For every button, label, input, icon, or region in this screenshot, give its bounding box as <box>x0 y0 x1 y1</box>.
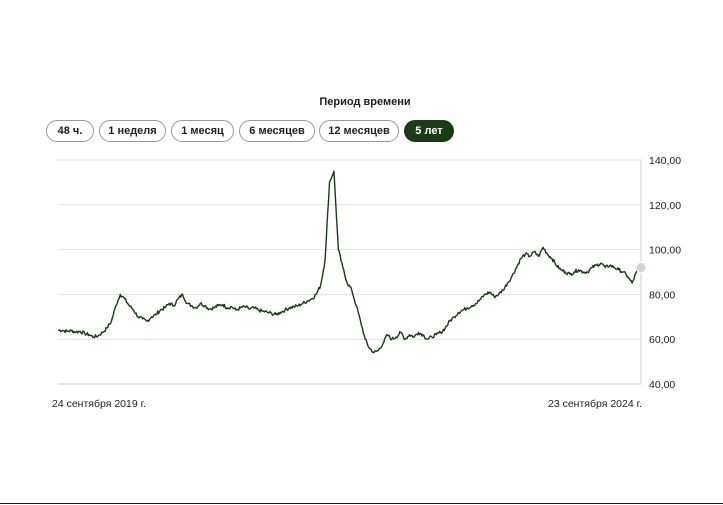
period-option-48h[interactable]: 48 ч. <box>46 120 94 142</box>
period-option-12-months[interactable]: 12 месяцев <box>319 120 399 142</box>
price-chart: 40,00 60,00 80,00 100,00 120,00 140,00 <box>57 155 681 390</box>
latest-value-marker[interactable] <box>635 262 647 274</box>
period-title: Период времени <box>319 96 411 108</box>
y-tick-label: 120,00 <box>649 200 681 212</box>
period-option-1-month[interactable]: 1 месяц <box>171 120 234 142</box>
y-tick-label: 60,00 <box>649 334 675 346</box>
y-tick-label: 80,00 <box>649 289 675 301</box>
price-series-line <box>57 170 642 354</box>
y-tick-label: 140,00 <box>649 155 681 167</box>
bottom-divider <box>0 503 723 504</box>
y-tick-label: 100,00 <box>649 245 681 257</box>
grid-lines <box>58 159 642 385</box>
y-axis-tick-labels: 40,00 60,00 80,00 100,00 120,00 140,00 <box>649 155 681 390</box>
period-option-1-week[interactable]: 1 неделя <box>99 120 166 142</box>
y-tick-label: 40,00 <box>649 379 675 390</box>
period-option-5-years[interactable]: 5 лет <box>404 120 454 142</box>
period-option-6-months[interactable]: 6 месяцев <box>239 120 315 142</box>
x-axis-start-label: 24 сентября 2019 г. <box>52 398 147 410</box>
x-axis-end-label: 23 сентября 2024 г. <box>548 398 643 410</box>
